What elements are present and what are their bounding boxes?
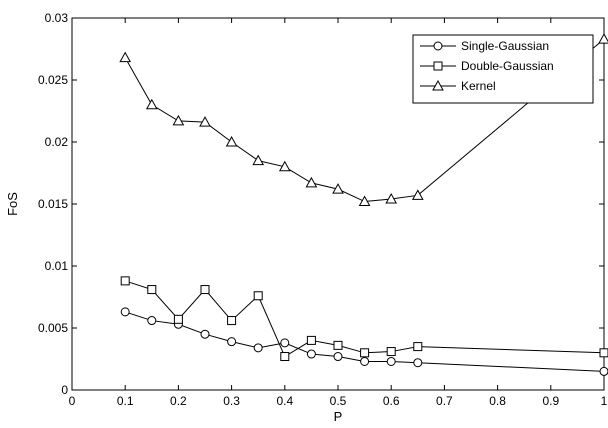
single-gaussian-point (200, 329, 210, 339)
y-tick-label: 0.005 (38, 321, 68, 335)
kernel-point (385, 193, 398, 204)
x-tick-label: 0.7 (436, 394, 453, 408)
single-gaussian-point (227, 337, 237, 347)
y-tick-label: 0.01 (45, 259, 69, 273)
y-tick-label: 0.025 (38, 73, 68, 87)
x-tick-label: 0.9 (542, 394, 559, 408)
kernel-point (278, 160, 291, 172)
x-tick-label: 0.5 (330, 394, 347, 408)
x-tick-label: 0.4 (276, 394, 293, 408)
kernel-point (332, 183, 344, 194)
kernel-point (145, 98, 158, 110)
double-gaussian-point (253, 291, 263, 301)
double-gaussian-point (386, 347, 396, 357)
double-gaussian-point (227, 316, 237, 326)
x-tick-label: 0.2 (170, 394, 187, 408)
x-tick-label: 0 (69, 394, 76, 408)
single-gaussian-point (333, 352, 343, 362)
kernel-point (252, 154, 265, 166)
double-gaussian-point (413, 342, 423, 352)
single-gaussian-point (306, 349, 316, 359)
single-gaussian-point (386, 356, 396, 366)
kernel-point (225, 135, 238, 147)
double-gaussian-point (200, 285, 210, 295)
legend-label-double-gaussian: Double-Gaussian (461, 59, 554, 73)
kernel-point (199, 116, 211, 127)
double-gaussian-point (306, 335, 316, 345)
kernel-point (411, 189, 424, 200)
x-tick-label: 0.1 (117, 394, 134, 408)
x-tick-label: 1 (601, 394, 608, 408)
y-tick-label: 0.02 (45, 135, 69, 149)
kernel-point (598, 33, 608, 44)
y-tick-label: 0.03 (45, 11, 69, 25)
kernel-point (305, 176, 318, 188)
axis-ticks: 0 0.1 0.2 0.3 0.4 0.5 0.6 0.7 0.8 0.9 1 0 0.005 0.01 0… (38, 11, 608, 408)
double-gaussian-point (173, 314, 183, 324)
single-gaussian-point (147, 316, 157, 326)
double-gaussian-point (120, 276, 130, 286)
legend-label-single-gaussian: Single-Gaussian (461, 39, 549, 53)
single-gaussian-point (413, 358, 423, 368)
y-tick-label: 0.015 (38, 197, 68, 211)
legend-box (412, 34, 594, 104)
single-gaussian-point (120, 307, 130, 317)
double-gaussian-point (599, 348, 608, 358)
single-gaussian-point (280, 338, 290, 348)
x-tick-label: 0.8 (489, 394, 506, 408)
single-gaussian-point (599, 366, 608, 376)
legend-label-kernel: Kernel (461, 79, 496, 93)
y-axis-label: FoS (5, 192, 20, 216)
double-gaussian-point (280, 352, 290, 362)
double-gaussian-point (147, 285, 157, 295)
y-tick-label: 0 (61, 383, 68, 397)
legend-marker (432, 79, 444, 91)
x-tick-label: 0.6 (383, 394, 400, 408)
single-gaussian-point (253, 343, 263, 353)
double-gaussian-point (360, 348, 370, 358)
double-gaussian-point (333, 340, 343, 350)
legend-marker (433, 61, 443, 71)
x-tick-label: 0.3 (223, 394, 240, 408)
x-axis-label: P (334, 409, 343, 424)
series-group (119, 33, 608, 376)
kernel-point (119, 51, 132, 63)
kernel-point (358, 195, 371, 207)
legend: Single-Gaussian Double-Gaussian Kernel (412, 34, 594, 104)
single-gaussian-point (360, 356, 370, 366)
kernel-point (172, 114, 185, 126)
legend-marker (433, 41, 443, 51)
